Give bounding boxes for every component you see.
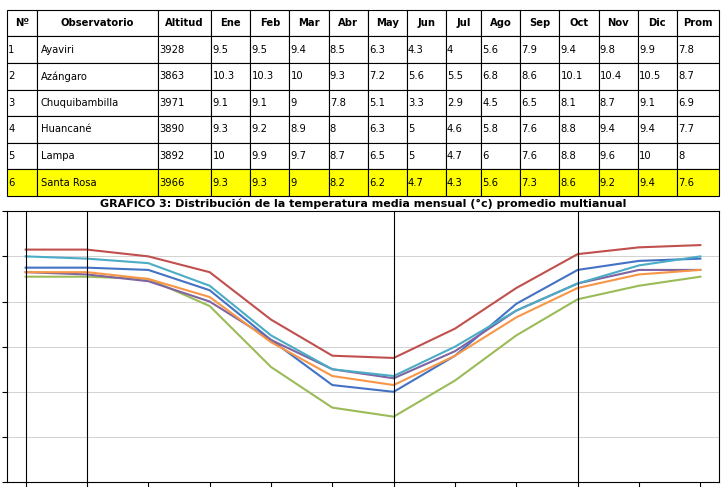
Lampa (144, 260, 152, 266)
Huancané (635, 267, 643, 273)
Line: Lampa: Lampa (25, 256, 701, 376)
Chuquibambilla (389, 414, 398, 420)
Line: Azángaro: Azángaro (25, 245, 701, 358)
Ayaviri (635, 258, 643, 264)
Santa Rosa (512, 315, 521, 320)
Lampa (83, 256, 91, 262)
Huancané (21, 269, 30, 275)
Ayaviri (512, 301, 521, 307)
Ayaviri (574, 267, 582, 273)
Lampa (512, 308, 521, 314)
Santa Rosa (144, 276, 152, 282)
Azángaro (144, 253, 152, 259)
Ayaviri (21, 265, 30, 271)
Lampa (266, 333, 275, 338)
Azángaro (83, 247, 91, 253)
Chuquibambilla (83, 274, 91, 280)
Azángaro (512, 285, 521, 291)
Chuquibambilla (574, 297, 582, 302)
Azángaro (389, 355, 398, 361)
Chuquibambilla (451, 377, 460, 383)
Azángaro (205, 269, 214, 275)
Lampa (328, 366, 337, 372)
Huancané (696, 267, 705, 273)
Azángaro (328, 353, 337, 358)
Line: Santa Rosa: Santa Rosa (25, 270, 701, 385)
Ayaviri (451, 353, 460, 358)
Text: GRAFICO 3: Distribución de la temperatura media mensual (°c) promedio multianual: GRAFICO 3: Distribución de la temperatur… (99, 198, 627, 209)
Chuquibambilla (512, 333, 521, 338)
Ayaviri (144, 267, 152, 273)
Azángaro (266, 317, 275, 322)
Huancané (266, 337, 275, 343)
Huancané (83, 272, 91, 278)
Azángaro (451, 326, 460, 332)
Lampa (574, 281, 582, 286)
Ayaviri (328, 382, 337, 388)
Ayaviri (266, 337, 275, 343)
Line: Huancané: Huancané (25, 270, 701, 378)
Line: Chuquibambilla: Chuquibambilla (25, 277, 701, 417)
Santa Rosa (389, 382, 398, 388)
Huancané (144, 278, 152, 284)
Huancané (205, 299, 214, 304)
Lampa (21, 253, 30, 259)
Azángaro (574, 251, 582, 257)
Santa Rosa (451, 353, 460, 358)
Chuquibambilla (635, 283, 643, 289)
Santa Rosa (21, 269, 30, 275)
Line: Ayaviri: Ayaviri (25, 259, 701, 392)
Chuquibambilla (21, 274, 30, 280)
Santa Rosa (635, 272, 643, 278)
Santa Rosa (328, 373, 337, 379)
Ayaviri (205, 287, 214, 293)
Chuquibambilla (266, 364, 275, 370)
Azángaro (696, 242, 705, 248)
Lampa (451, 344, 460, 350)
Chuquibambilla (328, 405, 337, 411)
Lampa (389, 373, 398, 379)
Huancané (512, 308, 521, 314)
Santa Rosa (696, 267, 705, 273)
Ayaviri (83, 265, 91, 271)
Huancané (328, 366, 337, 372)
Ayaviri (389, 389, 398, 395)
Santa Rosa (266, 339, 275, 345)
Lampa (635, 262, 643, 268)
Huancané (451, 348, 460, 354)
Huancané (574, 281, 582, 286)
Santa Rosa (83, 269, 91, 275)
Chuquibambilla (696, 274, 705, 280)
Lampa (205, 283, 214, 289)
Chuquibambilla (205, 303, 214, 309)
Santa Rosa (205, 294, 214, 300)
Santa Rosa (574, 285, 582, 291)
Lampa (696, 253, 705, 259)
Huancané (389, 375, 398, 381)
Azángaro (635, 244, 643, 250)
Ayaviri (696, 256, 705, 262)
Chuquibambilla (144, 276, 152, 282)
Azángaro (21, 247, 30, 253)
